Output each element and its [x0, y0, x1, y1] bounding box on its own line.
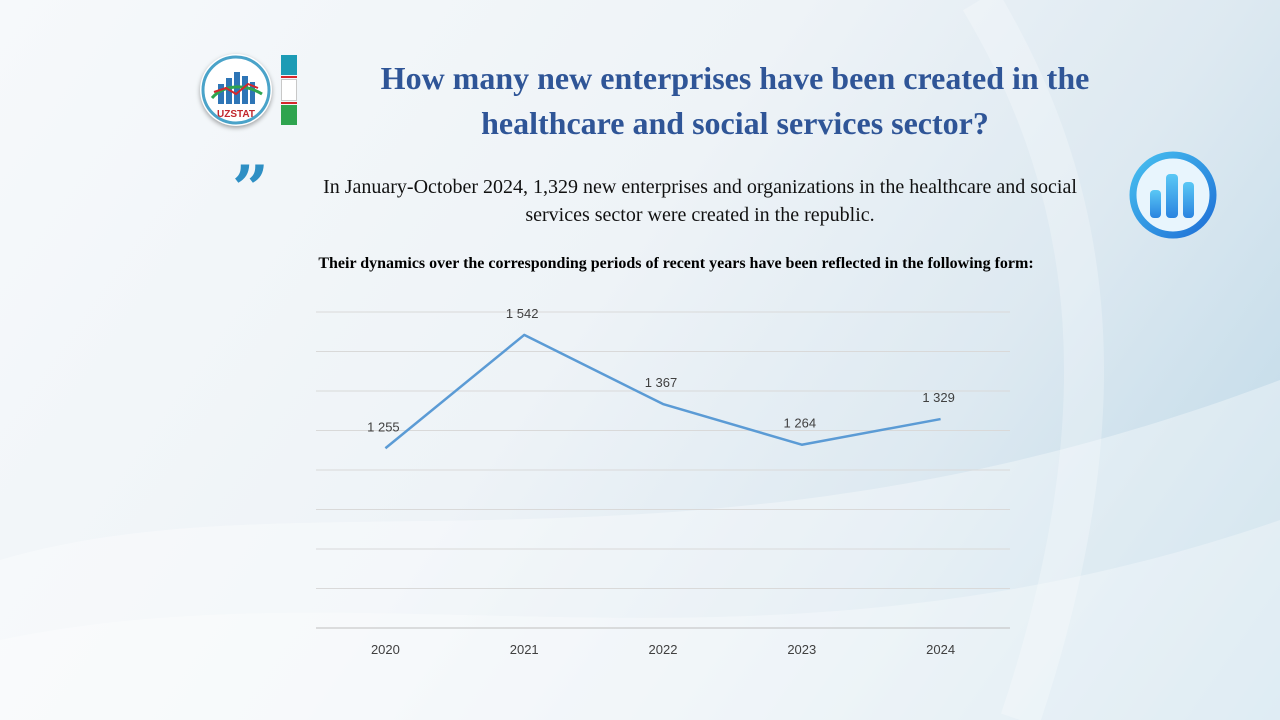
data-label: 1 329: [922, 390, 955, 405]
quote-icon: ”: [232, 152, 269, 227]
x-tick-label: 2024: [926, 642, 955, 657]
bar-chart-icon: [1129, 151, 1217, 239]
x-tick-label: 2021: [510, 642, 539, 657]
x-tick-label: 2022: [649, 642, 678, 657]
chart-x-axis: 2020 2021 2022 2023 2024: [371, 642, 955, 657]
data-label: 1 255: [367, 419, 400, 434]
logo-text: UZSTAT: [217, 109, 255, 120]
series-line: [384, 333, 941, 450]
lead-text: In January-October 2024, 1,329 new enter…: [323, 176, 1077, 226]
x-tick-label: 2023: [787, 642, 816, 657]
page-title: How many new enterprises have been creat…: [380, 60, 1090, 141]
data-label: 1 542: [506, 306, 539, 321]
x-tick-label: 2020: [371, 642, 400, 657]
uzstat-logo-icon: UZSTAT: [200, 54, 272, 126]
chart-series: [384, 333, 941, 450]
uzbekistan-flag-icon: [281, 55, 297, 125]
chart-subtitle: Their dynamics over the corresponding pe…: [318, 255, 1034, 272]
chart-gridlines: [316, 311, 1010, 629]
data-label: 1 264: [784, 416, 817, 431]
data-label: 1 367: [645, 375, 678, 390]
chart-data-labels: 1 255 1 542 1 367 1 264 1 329: [367, 306, 955, 434]
